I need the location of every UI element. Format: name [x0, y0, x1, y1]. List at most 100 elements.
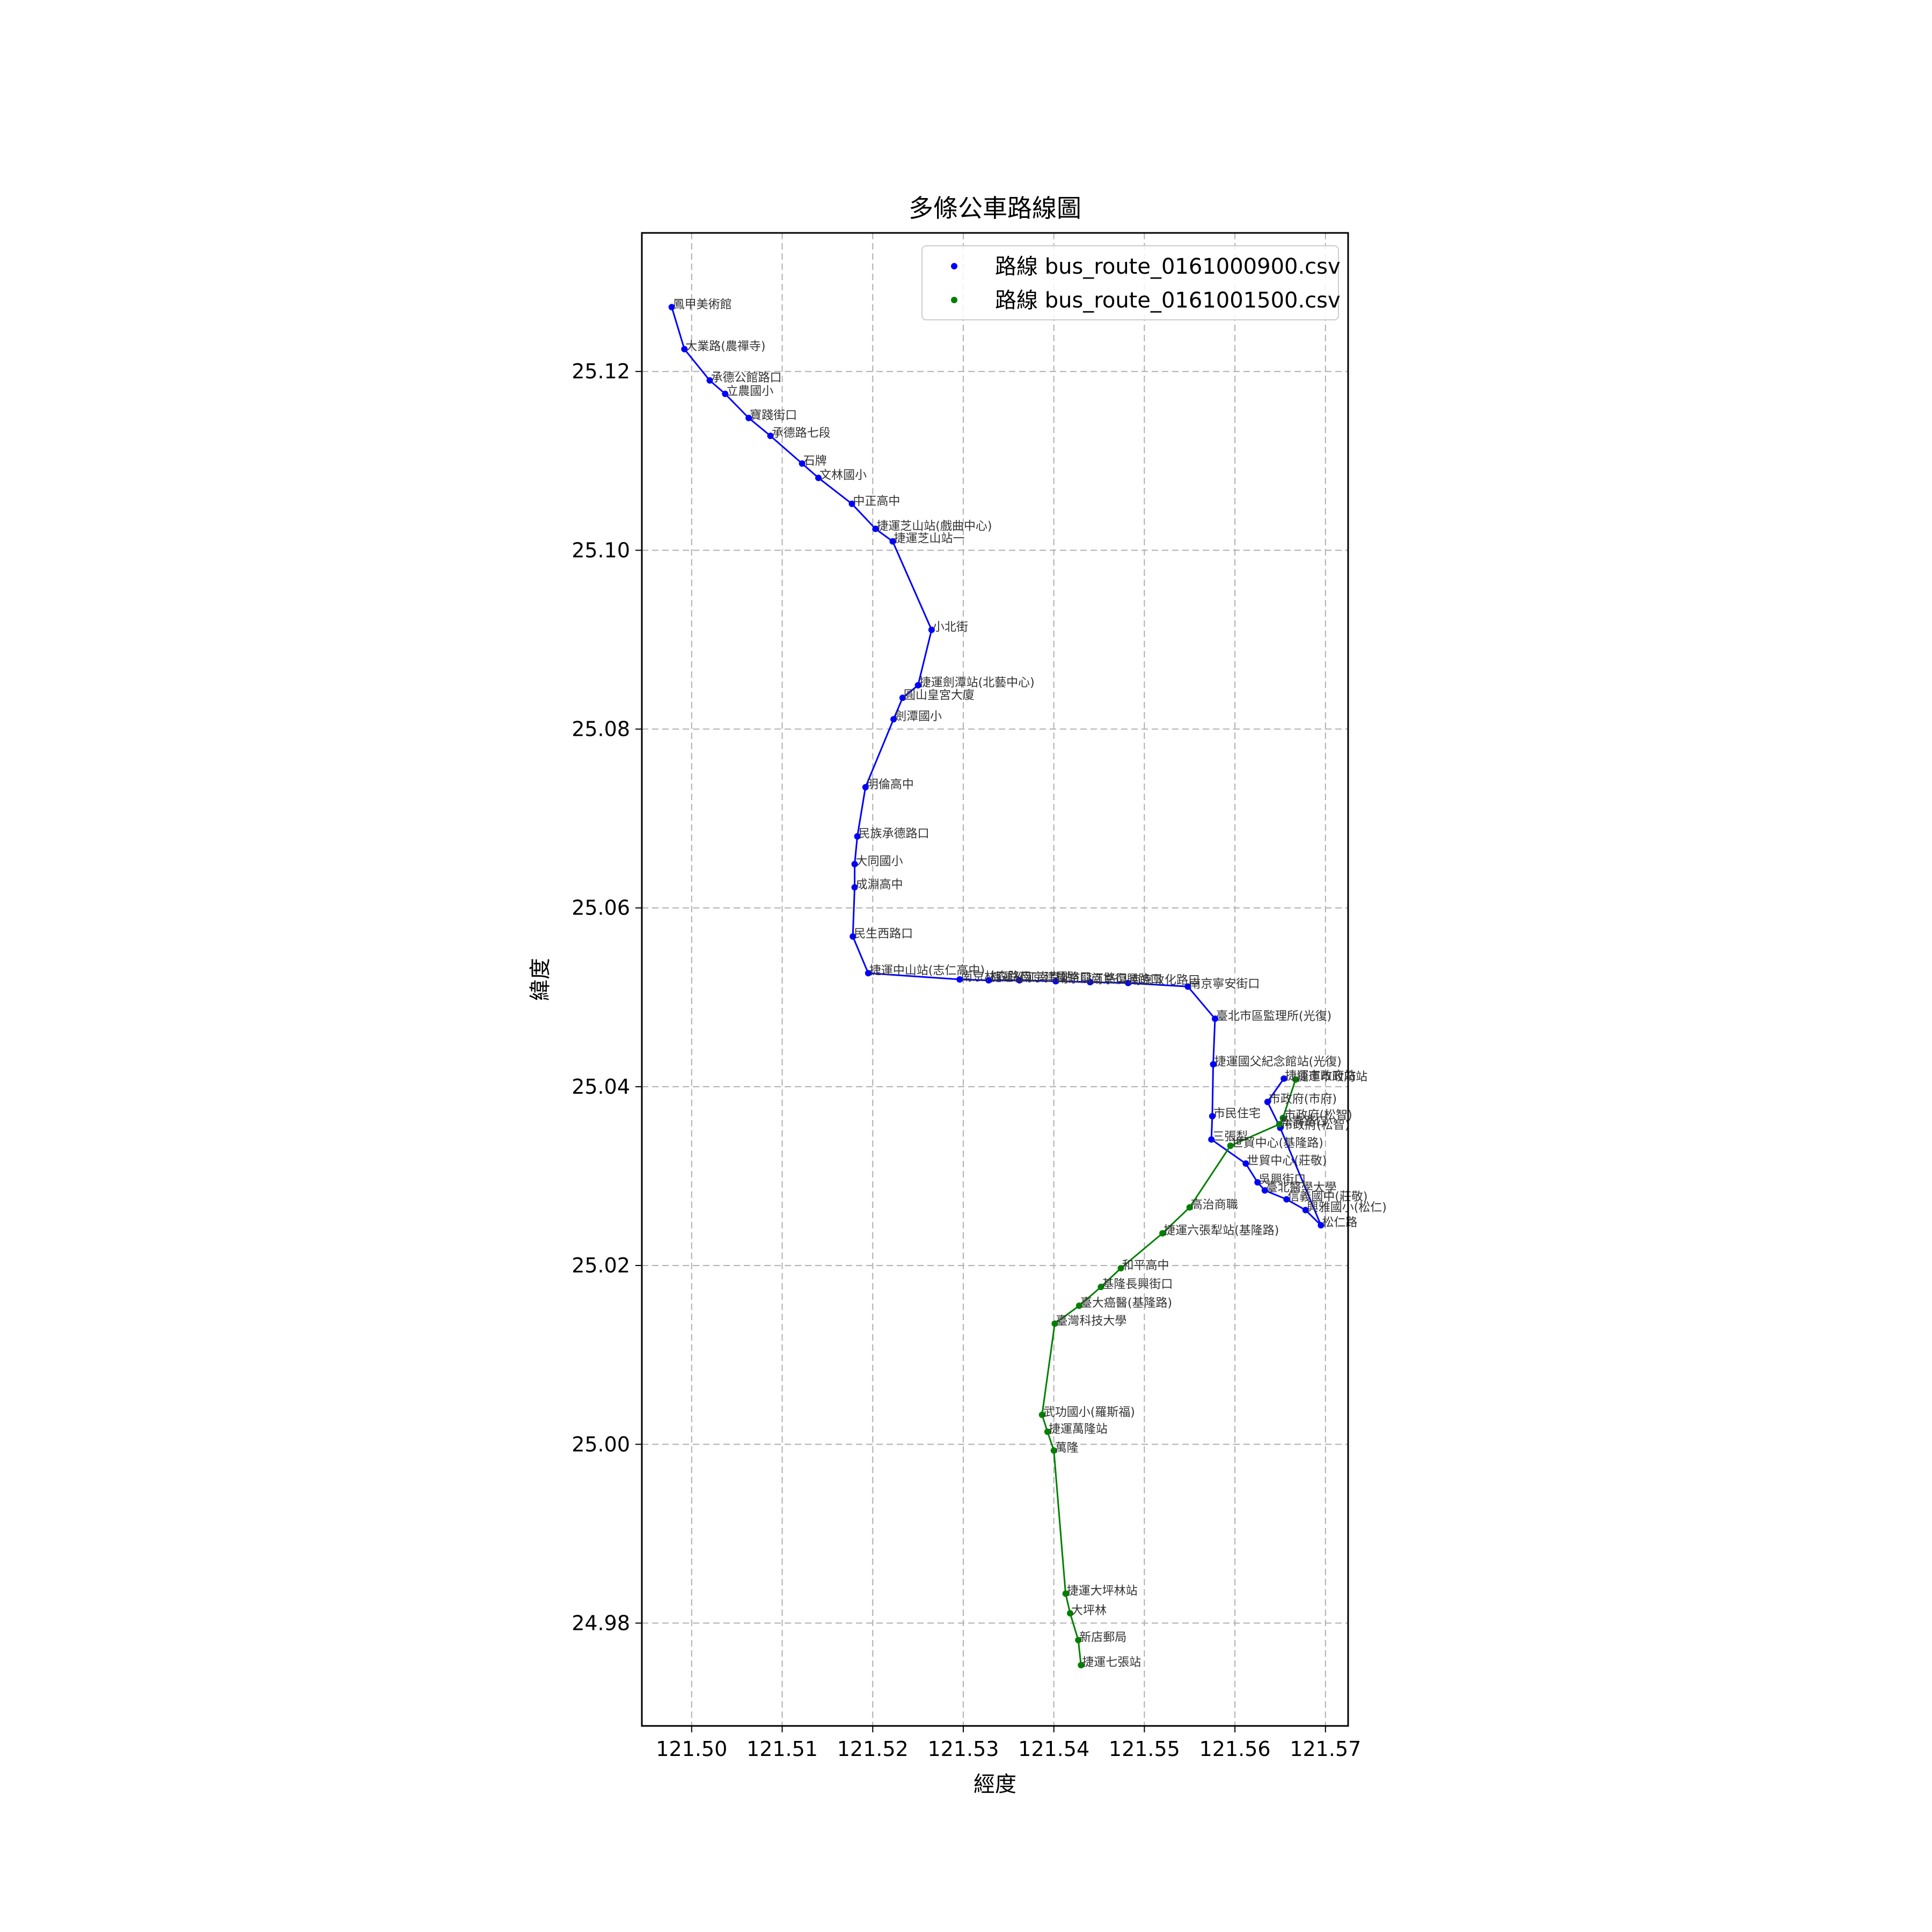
- stop-marker: [890, 716, 897, 723]
- stop-label: 捷運萬隆站: [1049, 1423, 1108, 1436]
- stop-label: 承德路七段: [772, 427, 831, 440]
- stop-marker: [914, 682, 921, 689]
- x-tick-label: 121.54: [1018, 1737, 1089, 1761]
- stop-marker: [1261, 1187, 1268, 1194]
- grid: [642, 233, 1348, 1726]
- y-tick-label: 25.02: [572, 1254, 630, 1277]
- x-tick-label: 121.55: [1109, 1737, 1180, 1761]
- stop-label: 南京寧安街口: [1189, 977, 1260, 991]
- stop-label: 捷運市政府站: [1297, 1071, 1367, 1084]
- stop-marker: [1078, 1662, 1085, 1668]
- y-tick-label: 25.06: [572, 896, 630, 920]
- stop-label: 松壽路口: [1280, 1115, 1328, 1129]
- stop-marker: [1051, 1320, 1058, 1327]
- stop-marker: [1280, 1075, 1287, 1082]
- stop-marker: [889, 538, 896, 545]
- stop-label: 捷運國父紀念館站(光復): [1214, 1055, 1342, 1069]
- stop-marker: [1075, 1637, 1082, 1644]
- stop-label: 吳興街口: [1258, 1173, 1306, 1187]
- stop-marker: [1302, 1206, 1309, 1213]
- stop-label: 大業路(農禪寺): [685, 340, 765, 354]
- stop-marker: [1016, 977, 1023, 984]
- stop-marker: [815, 474, 822, 481]
- stop-marker: [1125, 979, 1132, 986]
- y-tick-label: 25.10: [572, 538, 630, 562]
- stop-marker: [1211, 1015, 1218, 1022]
- stop-label: 中正高中: [853, 495, 900, 508]
- stop-label: 新店郵局: [1079, 1631, 1126, 1644]
- stop-label: 臺灣科技大學: [1056, 1314, 1126, 1328]
- stop-marker: [745, 414, 752, 421]
- stop-label: 信義國中(莊敬): [1287, 1190, 1367, 1204]
- stop-marker: [681, 346, 688, 353]
- stop-label: 寶踐街口: [750, 409, 797, 422]
- stop-label: 高治商職: [1191, 1198, 1238, 1212]
- chart-title: 多條公車路線圖: [909, 194, 1081, 223]
- stop-label: 石牌: [803, 455, 827, 468]
- stop-label: 臺大癌醫(基隆路): [1080, 1297, 1172, 1310]
- stop-marker: [1117, 1265, 1124, 1272]
- stop-marker: [1050, 1447, 1057, 1454]
- stop-marker: [1087, 978, 1094, 985]
- stop-label: 南京復興路口: [1091, 973, 1162, 986]
- stop-label: 大坪林: [1071, 1604, 1107, 1618]
- stop-label: 和平高中: [1122, 1259, 1169, 1272]
- stop-label: 文林國小: [819, 469, 867, 482]
- stop-label: 捷運松江南京站: [990, 971, 1072, 985]
- stop-label: 基隆長興街口: [1102, 1278, 1173, 1291]
- stop-marker: [854, 833, 861, 840]
- x-tick-label: 121.53: [927, 1737, 999, 1761]
- legend-marker: [951, 297, 957, 303]
- legend-box: [921, 245, 1339, 320]
- stop-label: 民生西路口: [854, 927, 913, 941]
- stop-marker: [1227, 1142, 1234, 1149]
- stop-marker: [848, 500, 855, 507]
- stop-marker: [1210, 1061, 1217, 1068]
- stop-label: 興雅國小(松仁): [1307, 1201, 1387, 1214]
- stop-marker: [1283, 1196, 1290, 1203]
- stop-marker: [1097, 1284, 1104, 1291]
- stop-marker: [850, 933, 857, 940]
- stop-marker: [1318, 1222, 1324, 1229]
- stop-label: 南京龍江路口: [1057, 972, 1128, 985]
- stop-marker: [1186, 1204, 1193, 1211]
- stop-marker: [668, 304, 675, 311]
- stop-label: 鳳甲美術館: [673, 298, 732, 311]
- stop-marker: [1159, 1230, 1166, 1237]
- x-tick-label: 121.50: [656, 1737, 727, 1761]
- legend-marker: [951, 263, 957, 269]
- stop-marker: [985, 977, 992, 984]
- stop-label: 南京敦化路口: [1129, 974, 1200, 987]
- stop-label: 圓山皇宮大廈: [904, 689, 975, 702]
- stop-marker: [928, 626, 935, 633]
- stop-label: 松仁路: [1322, 1216, 1357, 1230]
- stop-marker: [956, 976, 963, 983]
- x-axis-title: 經度: [974, 1772, 1016, 1797]
- stop-marker: [1276, 1121, 1283, 1128]
- routes: [668, 304, 1324, 1668]
- stop-label: 臺北市區監理所(光復): [1216, 1009, 1331, 1023]
- legend-label: 路線 bus_route_0161001500.csv: [995, 288, 1341, 313]
- stop-marker: [1292, 1076, 1299, 1083]
- stop-marker: [862, 784, 869, 791]
- y-axis-title: 緯度: [528, 958, 553, 1001]
- x-tick-label: 121.52: [837, 1737, 909, 1761]
- stop-marker: [1242, 1160, 1249, 1167]
- stop-label: 臺北醫學大學: [1266, 1181, 1337, 1195]
- y-tick-label: 24.98: [572, 1611, 630, 1635]
- stop-marker: [1052, 978, 1059, 985]
- stop-label: 市政府(松智): [1284, 1109, 1352, 1122]
- stop-marker: [1184, 983, 1191, 990]
- stop-label: 立農國小: [726, 385, 773, 398]
- ticks: 121.50 121.51 121.52 121.53 121.54 121.55 121.…: [572, 360, 1361, 1761]
- stop-label: 捷運七張站: [1082, 1656, 1141, 1670]
- stop-label: 市民住宅: [1213, 1107, 1261, 1121]
- stop-marker: [1062, 1590, 1069, 1597]
- y-tick-label: 25.04: [572, 1075, 630, 1099]
- stop-label: 民族承德路口: [859, 827, 930, 840]
- stop-label: 大同國小: [855, 855, 903, 868]
- stop-marker: [1209, 1113, 1216, 1119]
- stop-marker: [1075, 1302, 1082, 1309]
